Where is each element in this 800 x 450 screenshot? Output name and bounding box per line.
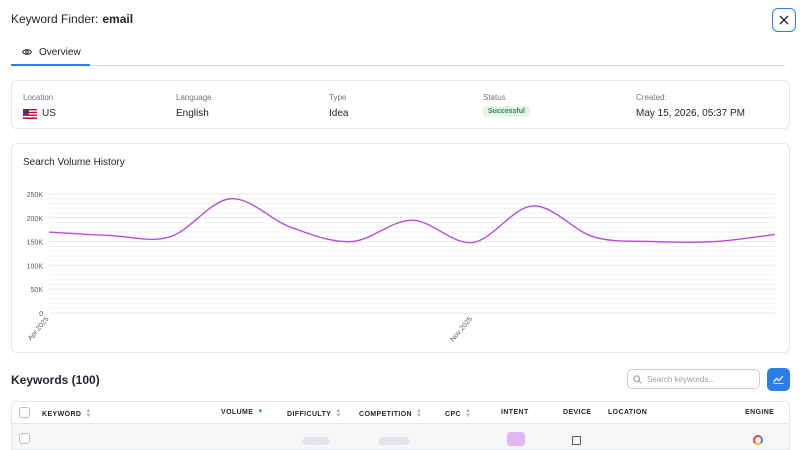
dialog-title: Keyword Finder: email — [11, 12, 133, 26]
search-volume-chart: 0 50K 100K 150K 200K 250K Apr 2025 Nov 2025 — [27, 192, 776, 344]
tab-overview[interactable]: Overview — [11, 40, 90, 66]
col-competition[interactable]: COMPETITION ▲ ▼ — [359, 408, 423, 419]
col-volume-label: VOLUME — [221, 409, 254, 416]
table-header: KEYWORD ▲ ▼ VOLUME ▼ DIFFICULTY ▲ ▼ COMPETITI… — [12, 402, 789, 424]
sort-icon: ▲ ▼ — [416, 408, 423, 419]
keywords-title: Keywords (100) — [11, 373, 100, 387]
google-icon — [753, 435, 763, 445]
dialog-header: Keyword Finder: email — [0, 0, 800, 40]
sort-icon: ▲ ▼ — [335, 408, 342, 419]
info-language-value: English — [176, 108, 209, 119]
title-keyword: email — [102, 12, 134, 26]
chart-card: Search Volume History 0 50K 100K 150K 200K 25… — [11, 143, 790, 353]
info-type-value: Idea — [329, 108, 349, 119]
info-location: Location US — [23, 93, 56, 119]
y-tick-label: 150K — [27, 240, 44, 247]
competition-pill — [379, 437, 409, 445]
info-status: Status Successful — [483, 93, 530, 117]
info-created: Created: May 15, 2026, 05:37 PM — [636, 93, 745, 119]
sort-icon: ▲ ▼ — [464, 408, 472, 419]
table-row[interactable] — [12, 424, 789, 449]
info-location-value: US — [42, 108, 56, 119]
y-tick-label: 100K — [27, 263, 44, 270]
col-engine: ENGINE — [745, 409, 774, 416]
chart-title: Search Volume History — [23, 157, 125, 168]
col-intent: INTENT — [501, 409, 529, 416]
info-type: Type Idea — [329, 93, 348, 119]
close-button[interactable] — [772, 8, 796, 32]
search-input[interactable] — [647, 374, 752, 384]
x-tick-label: Nov 2025 — [449, 316, 474, 344]
search-icon — [633, 374, 642, 384]
col-intent-label: INTENT — [501, 409, 529, 416]
row-checkbox[interactable] — [19, 433, 30, 444]
series-line — [48, 198, 776, 244]
x-tick-label: Apr 2025 — [27, 316, 51, 342]
us-flag-icon — [23, 108, 37, 119]
col-cpc-label: CPC — [445, 410, 461, 418]
info-location-label: Location — [23, 93, 54, 102]
col-keyword-label: KEYWORD — [42, 410, 82, 418]
sort-desc-icon: ▼ — [257, 409, 264, 415]
col-competition-label: COMPETITION — [359, 410, 413, 418]
trend-chart-button[interactable] — [767, 368, 790, 391]
col-device: DEVICE — [563, 409, 591, 416]
col-difficulty[interactable]: DIFFICULTY ▲ ▼ — [287, 408, 342, 419]
y-tick-label: 250K — [27, 192, 44, 199]
y-tick-label: 200K — [27, 216, 44, 223]
tab-bar: Overview — [11, 40, 785, 66]
col-device-label: DEVICE — [563, 409, 592, 416]
info-type-label: Type — [329, 93, 347, 102]
desktop-icon — [572, 436, 581, 445]
info-language-label: Language — [176, 93, 212, 102]
difficulty-pill — [303, 437, 329, 445]
select-all-checkbox[interactable] — [19, 407, 30, 418]
sort-icon: ▲ ▼ — [85, 408, 92, 419]
y-tick-label: 50K — [31, 287, 44, 294]
title-prefix: Keyword Finder: — [11, 12, 99, 26]
col-volume[interactable]: VOLUME ▼ — [221, 409, 264, 416]
info-created-label: Created: — [636, 93, 667, 102]
trend-chart-icon — [773, 375, 784, 384]
info-status-label: Status — [483, 93, 506, 102]
close-icon — [779, 15, 789, 25]
info-language: Language English — [176, 93, 212, 119]
col-keyword[interactable]: KEYWORD ▲ ▼ — [42, 408, 92, 419]
tab-overview-label: Overview — [39, 46, 81, 58]
col-cpc[interactable]: CPC ▲ ▼ — [445, 408, 472, 419]
keyword-search-box[interactable] — [627, 369, 760, 389]
y-tick-label: 0 — [39, 311, 43, 318]
keywords-table: KEYWORD ▲ ▼ VOLUME ▼ DIFFICULTY ▲ ▼ COMPETITI… — [11, 401, 790, 450]
col-difficulty-label: DIFFICULTY — [287, 410, 332, 418]
intent-badge — [507, 432, 525, 446]
info-card: Location US Language English Type Idea S… — [11, 80, 790, 129]
info-created-value: May 15, 2026, 05:37 PM — [636, 108, 745, 119]
eye-icon — [22, 48, 32, 56]
col-engine-label: ENGINE — [745, 409, 775, 416]
col-location: LOCATION — [608, 409, 647, 416]
col-location-label: LOCATION — [608, 409, 648, 416]
status-badge: Successful — [483, 106, 530, 117]
